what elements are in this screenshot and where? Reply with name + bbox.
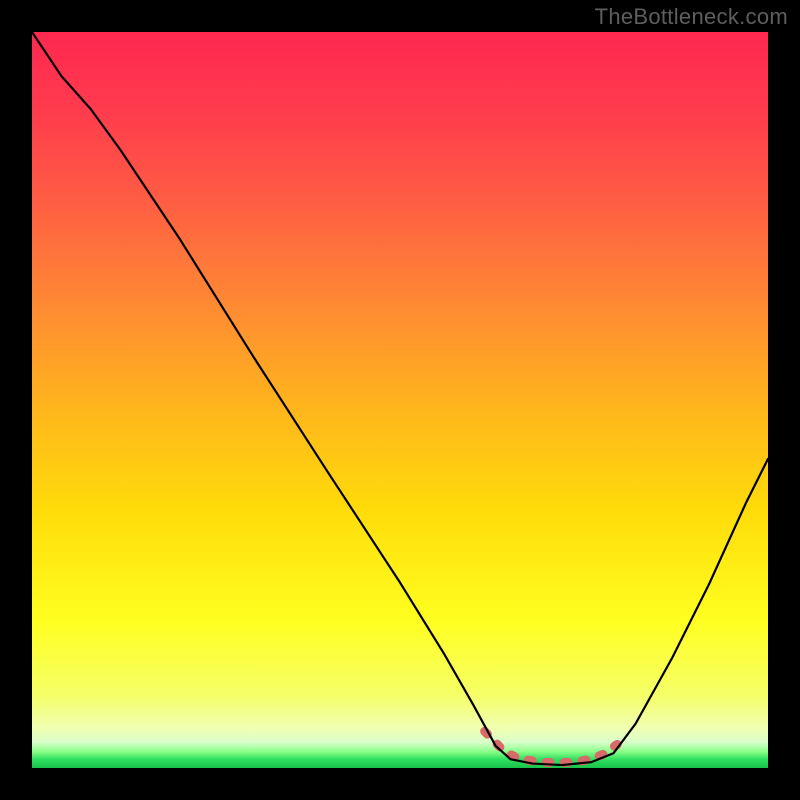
plot-svg bbox=[0, 0, 800, 800]
plot-background bbox=[32, 32, 768, 768]
chart-root: TheBottleneck.com bbox=[0, 0, 800, 800]
watermark-text: TheBottleneck.com bbox=[595, 4, 788, 30]
